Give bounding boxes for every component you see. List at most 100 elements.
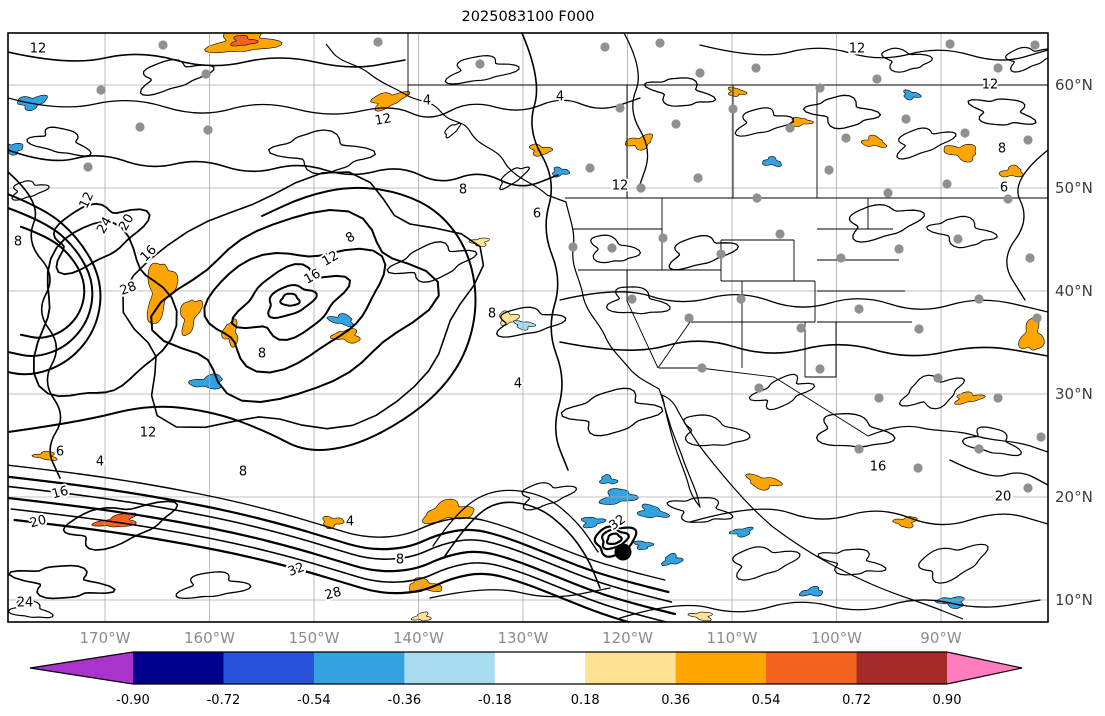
station-dot: [671, 119, 681, 129]
station-dot: [697, 363, 707, 373]
anomaly-patch: [661, 552, 684, 567]
station-dot: [1032, 313, 1042, 323]
colorbar-segment: [675, 652, 767, 684]
anomaly-patch: [552, 166, 571, 178]
station-dot: [824, 165, 834, 175]
contour-label: 8: [343, 229, 358, 246]
contour-label: 4: [96, 455, 104, 470]
contour-loop: [961, 426, 1022, 457]
contour-label: 16: [870, 460, 887, 475]
colorbar-segment: [494, 652, 586, 684]
contour-loop: [33, 220, 178, 398]
coastline-north-america: [407, 95, 964, 620]
x-tick-label: 90°W: [920, 629, 962, 647]
station-markers: [83, 37, 1046, 493]
contour-lines: [8, 33, 1048, 622]
x-tick-label: 120°W: [602, 629, 653, 647]
contour-label: 8: [239, 465, 247, 480]
station-dot: [716, 249, 726, 259]
station-dot: [135, 122, 145, 132]
station-dot: [736, 294, 746, 304]
island-vancouver: [499, 166, 530, 191]
anomaly-shading: [8, 33, 1045, 622]
contour-label: 32: [286, 560, 307, 580]
station-dot: [373, 37, 383, 47]
x-tick-label: 130°W: [498, 629, 549, 647]
contour-line: [13, 518, 633, 622]
station-dot: [695, 68, 705, 78]
contour-label: 8: [14, 235, 22, 250]
contour-loop: [817, 548, 887, 576]
station-dot: [815, 364, 825, 374]
contour-label: 4: [423, 94, 431, 109]
station-dot: [201, 69, 211, 79]
anomaly-patch: [146, 262, 179, 324]
contour-loop: [267, 284, 318, 319]
coastline-gulf: [867, 425, 1048, 453]
contour-loop: [268, 129, 376, 175]
contour-label: 6: [1000, 181, 1008, 196]
anomaly-patch: [528, 143, 554, 157]
coastlines: [325, 43, 1048, 620]
contour-loop: [896, 127, 957, 160]
contour-line: [619, 599, 1041, 619]
station-dot: [841, 133, 851, 143]
x-tick-label: 100°W: [811, 629, 862, 647]
contour-loop: [560, 387, 664, 437]
contour-line: [689, 508, 1048, 526]
contour-line: [699, 44, 1048, 61]
station-dot: [96, 85, 106, 95]
station-dot: [854, 444, 864, 454]
station-dot: [600, 42, 610, 52]
contour-label: 20: [995, 490, 1012, 505]
station-dot: [1003, 194, 1013, 204]
contour-label: 8: [459, 183, 467, 198]
x-tick-label: 170°W: [80, 629, 131, 647]
station-dot: [953, 234, 963, 244]
anomaly-patch: [687, 611, 713, 622]
anomaly-patch: [762, 156, 782, 167]
storm-center-dot: [614, 543, 632, 561]
y-tick-label: 20°N: [1055, 488, 1093, 506]
station-dot: [1036, 432, 1046, 442]
station-dot: [585, 163, 595, 173]
contour-loop: [734, 107, 794, 137]
colorbar-segment: [856, 652, 948, 684]
contour-loop: [848, 203, 925, 243]
colorbar-segment: [223, 652, 315, 684]
contour-label: 12: [30, 42, 47, 57]
station-dot: [894, 244, 904, 254]
station-dot: [636, 183, 646, 193]
station-dot: [933, 373, 943, 383]
contour-label: 12: [982, 78, 999, 93]
contour-label: 4: [556, 90, 564, 105]
anomaly-patch: [580, 516, 607, 529]
contour-loop: [139, 58, 215, 97]
contour-loop: [605, 286, 671, 315]
x-tick-label: 160°W: [184, 629, 235, 647]
contour-loop: [11, 180, 50, 201]
contour-loop: [150, 209, 440, 403]
anomaly-patch: [892, 516, 918, 529]
contour-line: [432, 489, 599, 553]
contour-line: [444, 501, 601, 589]
station-dot: [854, 304, 864, 314]
anomaly-patch: [798, 585, 823, 597]
contour-line: [623, 33, 649, 191]
station-dot: [901, 114, 911, 124]
station-dot: [993, 393, 1003, 403]
anomaly-patch: [17, 94, 48, 112]
contour-label: 12: [77, 190, 98, 211]
contour-line: [8, 186, 477, 451]
contour-loop: [926, 215, 998, 249]
contour-loop: [802, 94, 882, 130]
contour-loop: [668, 234, 740, 271]
station-dot: [1023, 483, 1033, 493]
station-dot: [796, 323, 806, 333]
storm-marker: [614, 543, 632, 561]
colorbar-segment: [313, 652, 405, 684]
contour-loop: [666, 497, 734, 523]
contour-label: 16: [138, 243, 160, 265]
